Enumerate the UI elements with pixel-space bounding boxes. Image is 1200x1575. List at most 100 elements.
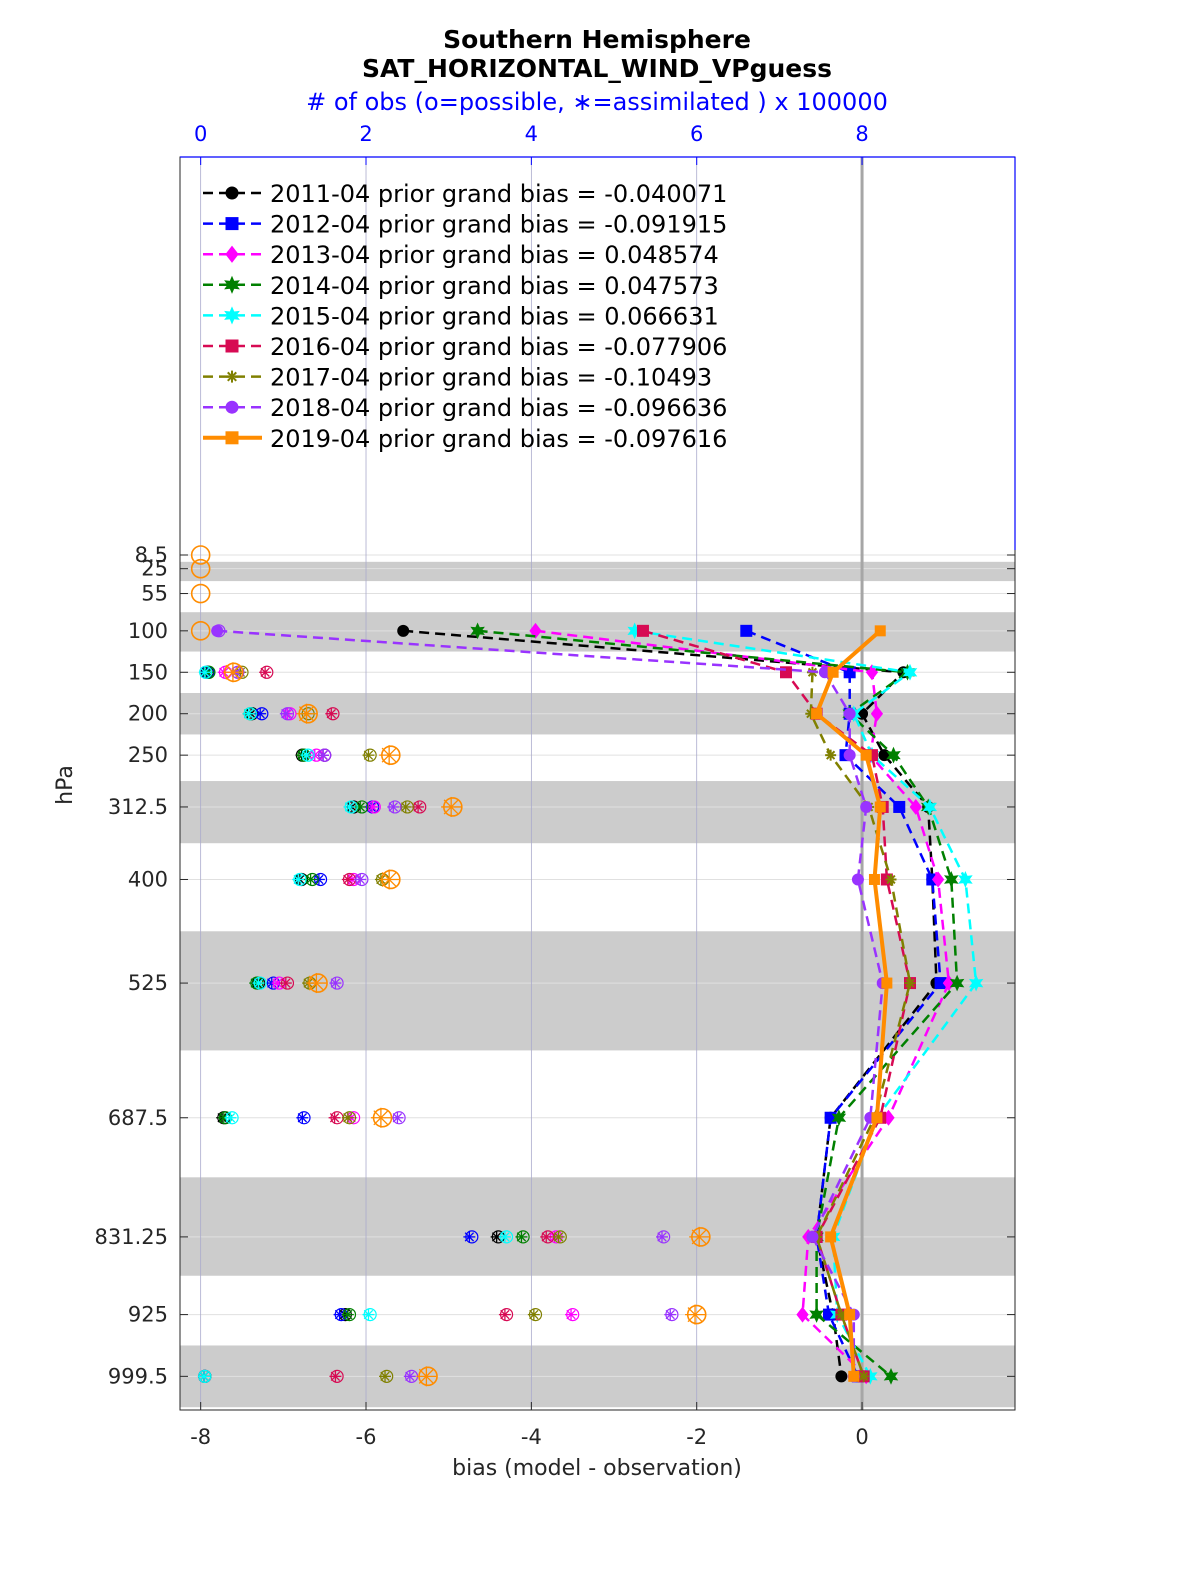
obs-assimilated-mark xyxy=(354,800,367,813)
bias-point xyxy=(809,1306,824,1323)
obs-assimilated-mark xyxy=(527,1308,540,1321)
obs-possible-mark xyxy=(190,558,211,579)
y-axis-label: hPa xyxy=(53,765,78,805)
obs-assimilated-mark xyxy=(343,800,356,813)
bias-point xyxy=(848,1370,860,1382)
legend-label: 2018-04 prior grand bias = -0.096636 xyxy=(270,394,727,422)
obs-assimilated-mark xyxy=(354,873,367,886)
legend-entry-9: 2019-04 prior grand bias = -0.097616 xyxy=(203,425,727,453)
bias-point xyxy=(843,749,856,762)
legend-marker xyxy=(226,370,238,383)
obs-assimilated-mark xyxy=(242,707,255,720)
y-tick-label: 150 xyxy=(128,660,168,684)
bias-point xyxy=(885,873,897,885)
legend-entry-4: 2014-04 prior grand bias = 0.047573 xyxy=(203,272,719,300)
bias-point xyxy=(831,1109,847,1127)
obs-assimilated-mark xyxy=(341,873,354,886)
legend-label: 2019-04 prior grand bias = -0.097616 xyxy=(270,425,727,453)
y-tick-label: 400 xyxy=(128,867,168,891)
legend-marker xyxy=(225,186,239,200)
bias-point xyxy=(860,749,872,761)
bias-point xyxy=(881,977,893,989)
x-axis-label: bias (model - observation) xyxy=(452,1456,742,1481)
obs-assimilated-mark xyxy=(412,800,425,813)
obs-assimilated-mark xyxy=(304,873,317,886)
obs-assimilated-mark xyxy=(317,749,330,762)
y-tick-label: 999.5 xyxy=(108,1364,168,1388)
obs-assimilated-mark xyxy=(197,1370,210,1383)
y-tick-label: 831.25 xyxy=(95,1225,168,1249)
bias-point xyxy=(636,624,649,637)
obs-assimilated-mark xyxy=(300,749,313,762)
bias-point xyxy=(835,1370,848,1383)
bias-point xyxy=(825,1231,837,1243)
bias-point xyxy=(529,622,542,639)
bias-point xyxy=(904,977,916,989)
bias-point xyxy=(860,800,873,813)
bias-point xyxy=(470,622,485,640)
bias-point xyxy=(811,708,823,720)
bias-point xyxy=(902,663,918,681)
y-tick-label: 55 xyxy=(141,582,168,606)
bias-line xyxy=(403,629,938,1377)
obs-assimilated-mark xyxy=(252,977,265,990)
top-tick-label: 2 xyxy=(359,122,372,146)
obs-assimilated-mark xyxy=(441,796,462,817)
obs-assimilated-mark xyxy=(198,666,211,679)
bias-point xyxy=(868,873,880,885)
obs-assimilated-mark xyxy=(655,1230,668,1243)
obs-assimilated-mark xyxy=(565,1308,578,1321)
obs-assimilated-mark xyxy=(498,1230,511,1243)
x-tick-label: -4 xyxy=(521,1425,542,1449)
obs-assimilated-mark xyxy=(379,869,400,890)
obs-assimilated-mark xyxy=(362,749,375,762)
bias-point xyxy=(397,624,410,637)
legend-entry-1: 2011-04 prior grand bias = -0.040071 xyxy=(203,180,727,208)
bias-point xyxy=(893,800,906,813)
bias-point xyxy=(779,666,792,679)
top-tick-label: 0 xyxy=(194,122,207,146)
obs-assimilated-mark xyxy=(399,800,412,813)
level-band xyxy=(180,561,1015,582)
legend-entry-8: 2018-04 prior grand bias = -0.096636 xyxy=(203,394,727,422)
legend-entry-2: 2012-04 prior grand bias = -0.091915 xyxy=(203,211,727,239)
obs-assimilated-mark xyxy=(685,1304,706,1325)
axis-ticks: 8.52555100150200250312.5400525687.5831.2… xyxy=(95,122,1015,1449)
y-tick-label: 687.5 xyxy=(108,1106,168,1130)
bias-point xyxy=(827,666,839,678)
obs-assimilated-mark xyxy=(224,1111,237,1124)
y-tick-label: 25 xyxy=(141,557,168,581)
obs-assimilated-mark xyxy=(498,1308,511,1321)
obs-possible-mark xyxy=(190,621,211,641)
obs-assimilated-mark xyxy=(329,977,342,990)
obs-assimilated-mark xyxy=(292,873,305,886)
obs-assimilated-mark xyxy=(341,1111,354,1124)
bias-point xyxy=(968,974,984,992)
bias-point xyxy=(740,624,753,637)
legend-marker xyxy=(225,245,239,263)
obs-assimilated-mark xyxy=(515,1230,528,1243)
bias-point xyxy=(843,707,856,720)
top-tick-label: 4 xyxy=(525,122,538,146)
obs-assimilated-mark xyxy=(387,800,400,813)
legend-label: 2015-04 prior grand bias = 0.066631 xyxy=(270,302,719,330)
legend-label: 2016-04 prior grand bias = -0.077906 xyxy=(270,333,727,361)
y-tick-label: 525 xyxy=(128,971,168,995)
obs-assimilated-mark xyxy=(463,1230,476,1243)
obs-assimilated-mark xyxy=(222,662,243,683)
y-tick-label: 100 xyxy=(128,619,168,643)
bias-point xyxy=(883,1367,899,1385)
obs-assimilated-mark xyxy=(379,1370,392,1383)
legend-marker xyxy=(225,400,239,414)
legend-marker xyxy=(225,431,239,445)
y-tick-label: 312.5 xyxy=(108,795,168,819)
obs-assimilated-mark xyxy=(333,1308,346,1321)
legend-marker xyxy=(225,217,239,231)
bias-point xyxy=(944,871,959,888)
obs-assimilated-mark xyxy=(296,1111,309,1124)
series-9 xyxy=(190,545,893,1387)
bias-point xyxy=(870,705,884,722)
bias-point xyxy=(874,625,886,637)
obs-assimilated-mark xyxy=(391,1111,404,1124)
